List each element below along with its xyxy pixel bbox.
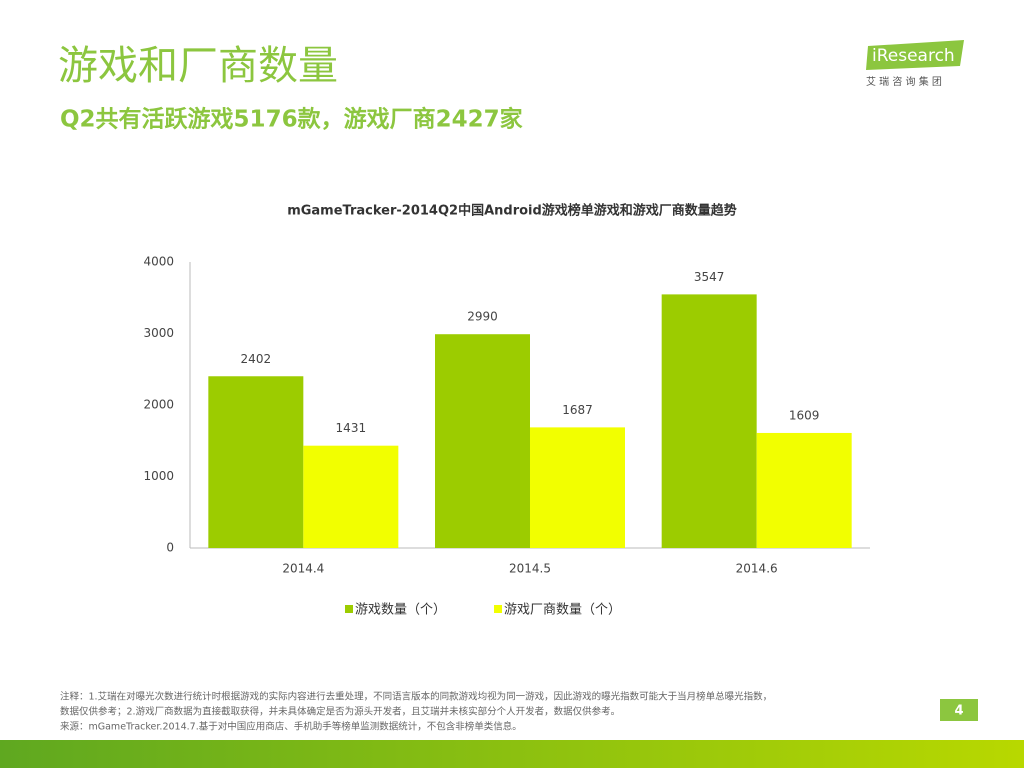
bar [756, 432, 852, 548]
y-tick-label: 1000 [143, 469, 174, 483]
page-box [940, 699, 978, 721]
chart-title: mGameTracker-2014Q2中国Android游戏榜单游戏和游戏厂商数… [287, 203, 737, 219]
bar [303, 445, 399, 548]
data-label: 3547 [694, 270, 725, 284]
x-tick-label: 2014.6 [736, 562, 778, 576]
data-label: 2402 [241, 352, 272, 366]
title: 游戏和厂商数量 [58, 43, 338, 89]
note-line: 数据仅供参考；2.游戏厂商数据为直接截取获得，并未具体确定是否为源头开发者，且艾… [60, 706, 620, 718]
logo-sub: 艾 瑞 咨 询 集 团 [866, 75, 942, 88]
logo: iResearch [872, 46, 955, 66]
data-label: 1431 [336, 421, 367, 435]
footer-band [0, 740, 1024, 768]
source: 来源：mGameTracker.2014.7.基于对中国应用商店、手机助手等榜单… [60, 721, 522, 733]
bar [530, 427, 625, 548]
y-tick-label: 4000 [143, 255, 174, 269]
subtitle: Q2共有活跃游戏5176款，游戏厂商2427家 [60, 106, 523, 133]
y-tick-label: 3000 [143, 326, 174, 340]
legend-label: 游戏数量（个） [355, 603, 446, 618]
bar [435, 334, 530, 548]
data-label: 1687 [562, 403, 593, 417]
page-number: 4 [954, 704, 963, 719]
note-line: 注释：1.艾瑞在对曝光次数进行统计时根据游戏的实际内容进行去重处理，不同语言版本… [60, 691, 772, 703]
legend-swatch [345, 605, 353, 613]
bar [661, 294, 757, 548]
logo-box [866, 40, 964, 70]
x-tick-label: 2014.4 [282, 562, 324, 576]
data-label: 2990 [467, 310, 498, 324]
legend-label: 游戏厂商数量（个） [504, 603, 621, 618]
bar [208, 376, 304, 548]
x-tick-label: 2014.5 [509, 562, 551, 576]
y-tick-label: 0 [166, 541, 174, 555]
data-label: 1609 [789, 408, 820, 422]
legend-swatch [494, 605, 503, 613]
y-tick-label: 2000 [143, 398, 174, 412]
